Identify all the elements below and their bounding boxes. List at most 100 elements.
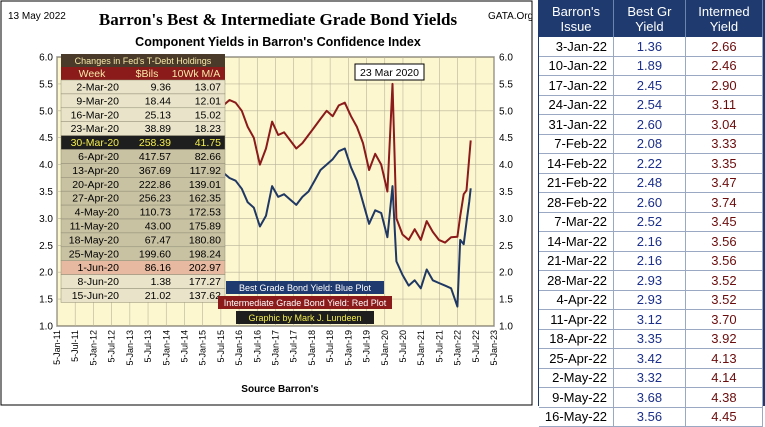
legend-best-label: Best Grade Bond Yield: Blue Plot: [239, 283, 372, 293]
issue-date-cell: 25-Apr-22: [539, 348, 615, 369]
issue-date-cell: 4-Apr-22: [539, 290, 615, 310]
issue-date-cell: 10-Jan-22: [539, 56, 615, 76]
best-yield-cell: 2.93: [613, 270, 686, 291]
y-tick-label-right: 3.0: [499, 214, 513, 225]
best-yield-cell: 1.36: [613, 37, 686, 57]
yield-table-panel: Barron's Issue Best Gr Yield Intermed Yield…: [538, 0, 765, 427]
best-yield-cell: 2.22: [613, 153, 686, 174]
table-row: 4-Apr-22 2.93 3.52: [539, 290, 764, 310]
y-tick-label-right: 1.5: [499, 295, 513, 306]
yield-table-body: 3-Jan-22 1.36 2.66 10-Jan-22 1.89 2.46 17-Jan-…: [539, 37, 764, 427]
fed-table-ma: 175.89: [189, 221, 221, 233]
best-yield-cell: 3.68: [613, 387, 686, 408]
fed-table-week: 16-Mar-20: [71, 109, 120, 121]
y-tick-label-right: 6.0: [499, 53, 513, 64]
fed-table-week: 4-May-20: [75, 207, 120, 219]
fed-table-week: 18-May-20: [69, 234, 119, 246]
y-tick-label-right: 3.5: [499, 187, 513, 198]
table-row: 11-Apr-22 3.12 3.70: [539, 309, 764, 330]
fed-table-ma: 198.24: [189, 248, 221, 260]
table-row: 17-Jan-22 2.45 2.90: [539, 75, 764, 96]
intermed-yield-cell: 3.70: [685, 309, 764, 330]
issue-date-cell: 28-Mar-22: [539, 270, 615, 291]
best-yield-cell: 2.08: [613, 134, 686, 154]
fed-table-ma: 82.66: [195, 151, 221, 163]
intermed-yield-cell: 3.52: [685, 290, 764, 310]
fed-table-bils: 38.89: [145, 123, 171, 135]
intermed-yield-cell: 3.47: [685, 173, 764, 193]
fed-table-bils: 25.13: [145, 109, 171, 121]
intermed-yield-cell: 2.90: [685, 75, 764, 96]
annotation-date: 23 Mar 2020: [360, 67, 419, 79]
x-tick-label: 5-Jan-14: [161, 330, 171, 366]
fed-table-week: 1-Jun-20: [78, 262, 120, 274]
issue-date-cell: 28-Feb-22: [539, 192, 615, 213]
y-tick-label-left: 3.5: [39, 187, 53, 198]
issue-date-cell: 3-Jan-22: [539, 37, 615, 57]
fed-table-bils: 110.73: [140, 207, 171, 219]
intermed-yield-cell: 3.11: [685, 95, 764, 115]
header-issue-line1: Barron's: [552, 4, 601, 19]
fed-table-week: 15-Jun-20: [72, 290, 119, 302]
issue-date-cell: 2-May-22: [539, 368, 615, 388]
y-tick-label-left: 5.0: [39, 106, 53, 117]
fed-table-ma: 137.62: [189, 290, 221, 302]
table-row: 14-Feb-22 2.22 3.35: [539, 153, 764, 174]
best-yield-cell: 2.52: [613, 212, 686, 232]
fed-table-header-bg: [61, 67, 225, 80]
x-tick-label: 5-Jan-13: [125, 330, 135, 366]
header-intermed-line1: Intermed: [698, 4, 750, 19]
fed-table-bils: 43.00: [145, 221, 171, 233]
fed-table-ma: 180.80: [189, 234, 221, 246]
fed-table-week: 8-Jun-20: [78, 276, 120, 288]
fed-table-header-0: Week: [79, 68, 106, 80]
fed-table-week: 11-May-20: [70, 221, 120, 233]
intermed-yield-cell: 3.52: [685, 270, 764, 291]
header-best-line1: Best Gr: [627, 4, 672, 19]
issue-date-cell: 14-Feb-22: [539, 153, 615, 174]
intermed-yield-cell: 2.46: [685, 56, 764, 76]
fed-table-ma: 15.02: [195, 109, 221, 121]
header-best: Best Gr Yield: [613, 0, 686, 37]
x-tick-label: 5-Jan-11: [52, 330, 62, 365]
x-tick-label: 5-Jan-18: [307, 330, 317, 366]
bond-yield-chart: 1.0 1.0 1.5 1.5 2.0 2.0 2.5 2.5 3.0 3.0 3.5 3.5 4.0 4…: [0, 0, 533, 406]
table-row: 7-Feb-22 2.08 3.33: [539, 134, 764, 154]
table-row: 7-Mar-22 2.52 3.45: [539, 212, 764, 232]
y-tick-label-left: 1.0: [39, 322, 53, 333]
y-tick-label-left: 2.5: [39, 241, 53, 252]
x-tick-label: 5-Jan-12: [88, 330, 98, 366]
source-tag: GATA.Org: [488, 11, 533, 22]
issue-date-cell: 9-May-22: [539, 387, 615, 408]
yield-table: Barron's Issue Best Gr Yield Intermed Yield…: [539, 0, 764, 427]
header-intermed-line2: Yield: [709, 19, 739, 34]
table-row: 16-May-22 3.56 4.45: [539, 407, 764, 427]
best-yield-cell: 3.35: [613, 329, 686, 349]
header-best-line2: Yield: [635, 19, 664, 34]
best-yield-cell: 3.32: [613, 368, 686, 388]
fed-table-bils: 258.39: [139, 137, 171, 149]
fed-table-week: 9-Mar-20: [76, 95, 119, 107]
table-row: 31-Jan-22 2.60 3.04: [539, 114, 764, 135]
fed-table-week: 13-Apr-20: [72, 165, 119, 177]
fed-table-week: 25-May-20: [69, 248, 119, 260]
intermed-yield-cell: 3.33: [685, 134, 764, 154]
header-issue: Barron's Issue: [539, 0, 615, 37]
x-tick-label: 5-Jul-19: [362, 330, 372, 363]
report-date: 13 May 2022: [8, 11, 66, 22]
intermed-yield-cell: 3.56: [685, 231, 764, 252]
y-tick-label-right: 4.5: [499, 133, 513, 144]
issue-date-cell: 7-Feb-22: [539, 134, 615, 154]
issue-date-cell: 11-Apr-22: [539, 309, 615, 330]
table-row: 21-Mar-22 2.16 3.56: [539, 251, 764, 271]
y-tick-label-left: 5.5: [39, 79, 53, 90]
fed-table-week: 27-Apr-20: [72, 193, 119, 205]
intermed-yield-cell: 4.38: [685, 387, 764, 408]
y-tick-label-right: 5.0: [499, 106, 513, 117]
x-tick-label: 5-Jul-11: [70, 330, 80, 362]
fed-table-week: 30-Mar-20: [71, 137, 120, 149]
fed-table-bils: 9.36: [151, 82, 172, 94]
best-yield-cell: 2.93: [613, 290, 686, 310]
intermed-yield-cell: 3.04: [685, 114, 764, 135]
x-tick-label: 5-Jan-23: [489, 330, 499, 366]
